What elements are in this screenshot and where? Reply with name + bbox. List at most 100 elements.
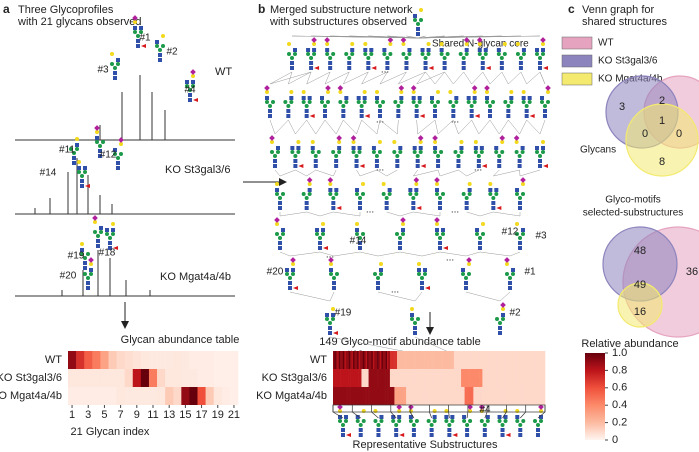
heatmap-cell (483, 351, 486, 369)
icon-part (396, 404, 403, 410)
icon-part (458, 52, 463, 56)
icon-part (379, 419, 384, 423)
icon-part (432, 415, 437, 419)
icon-part (499, 66, 504, 70)
icon-part (344, 96, 349, 100)
x-axis-label: Representative Substructures (353, 439, 498, 451)
icon-part (363, 42, 368, 46)
icon-part (286, 109, 291, 113)
heatmap-cell (477, 387, 480, 405)
heatmap-cell (526, 369, 529, 387)
network-edge (453, 71, 464, 85)
icon-part (425, 286, 430, 290)
icon-part (420, 52, 425, 56)
heatmap-cell (431, 351, 433, 369)
icon-part (541, 48, 545, 52)
heatmap-cell (482, 369, 485, 387)
icon-part (286, 114, 291, 118)
heatmap-cell (395, 369, 398, 387)
heatmap-cell (365, 351, 368, 369)
icon-part (354, 164, 359, 168)
heatmap-cell (400, 387, 403, 405)
icon-part (116, 62, 120, 66)
heatmap-cell (394, 369, 396, 387)
glycan-icon (515, 42, 526, 70)
icon-part (517, 159, 522, 163)
icon-part (378, 109, 382, 113)
network-edge (397, 119, 399, 135)
heatmap-cell (452, 387, 455, 405)
heatmap-cell (432, 387, 435, 405)
heatmap-cell (438, 351, 441, 369)
heatmap-cell (124, 351, 134, 369)
icon-part (376, 281, 380, 285)
icon-part (384, 201, 389, 205)
heatmap-cell (489, 369, 492, 387)
heatmap-cell (431, 369, 433, 387)
icon-part (356, 96, 361, 100)
icon-part (501, 317, 505, 321)
glycan-icon (185, 69, 198, 102)
icon-part (298, 164, 304, 168)
icon-part (85, 184, 90, 188)
heatmap-cell (205, 387, 215, 405)
icon-part (479, 419, 484, 423)
glycan-icon (410, 307, 420, 335)
icon-part (379, 262, 383, 266)
icon-part (290, 257, 296, 263)
icon-part (436, 154, 441, 158)
heatmap-cell (500, 369, 503, 387)
heatmap-cell (412, 351, 415, 369)
heatmap-cell (438, 387, 441, 405)
icon-part (445, 52, 450, 56)
icon-part (481, 164, 487, 168)
icon-part (543, 109, 547, 113)
icon-part (364, 114, 370, 118)
icon-part (99, 230, 103, 234)
profile-name: KO Mgat4a/4b (160, 271, 231, 283)
icon-part (379, 415, 384, 419)
heatmap-cell (409, 351, 412, 369)
icon-part (518, 206, 522, 210)
heatmap-cell (529, 369, 532, 387)
heatmap-cell (385, 351, 388, 369)
heatmap-cell (463, 387, 465, 405)
icon-part (444, 409, 449, 413)
heatmap-cell (455, 369, 458, 387)
heatmap-cell (499, 387, 502, 405)
heatmap-cell (108, 369, 117, 387)
icon-part (396, 109, 401, 113)
glycan-icon (375, 90, 385, 118)
icon-part (362, 90, 367, 94)
heatmap-cell (404, 369, 406, 387)
heatmap-cell (502, 369, 505, 387)
glycan-icon (495, 302, 506, 335)
icon-part (375, 100, 379, 104)
icon-part (418, 150, 423, 154)
icon-part (464, 286, 468, 290)
icon-part (503, 419, 508, 423)
icon-part (77, 160, 81, 164)
icon-part (464, 52, 469, 56)
icon-part (307, 188, 312, 192)
heatmap-cell (489, 351, 492, 369)
network-edge (526, 119, 541, 135)
heatmap-cell (523, 369, 526, 387)
icon-part (376, 276, 380, 280)
network-edge (489, 71, 503, 85)
icon-part (314, 66, 320, 70)
heatmap-cell (511, 387, 514, 405)
icon-part (268, 104, 272, 108)
heatmap-cell (165, 387, 174, 405)
heatmap-cell (420, 387, 423, 405)
glycan-icon (400, 37, 412, 70)
icon-part (158, 48, 162, 52)
icon-part (533, 419, 537, 423)
icon-part (469, 109, 474, 113)
icon-part (468, 419, 473, 423)
icon-part (376, 433, 381, 437)
glycan-icon (392, 140, 403, 168)
colorbar (585, 353, 605, 440)
network-edge (519, 169, 541, 177)
heatmap-cell (445, 369, 448, 387)
